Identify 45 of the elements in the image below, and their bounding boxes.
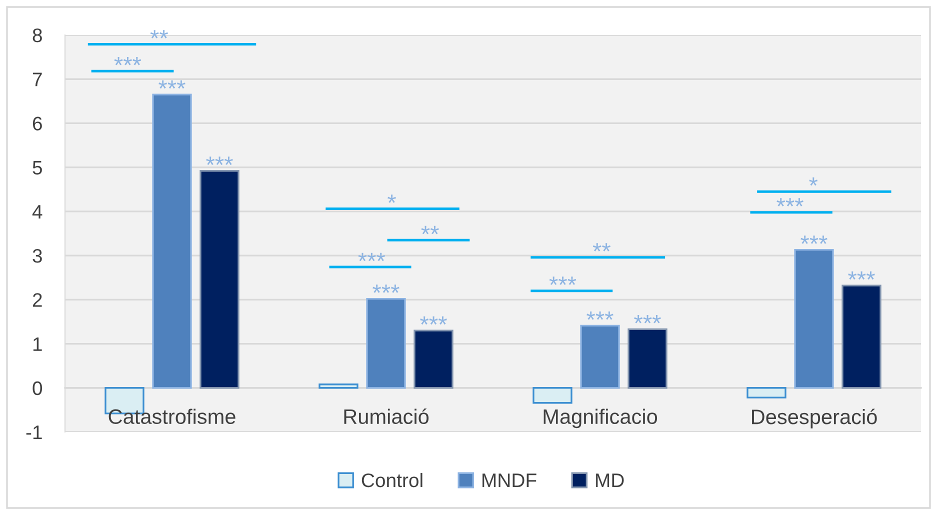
annotation: *	[809, 177, 818, 186]
data-label: ***	[848, 271, 875, 280]
y-tick-label: 5	[32, 161, 42, 175]
bar	[200, 170, 240, 389]
annotation: ***	[358, 252, 386, 262]
y-tick-label: 4	[32, 205, 42, 218]
annotation: **	[150, 30, 168, 38]
bar	[414, 330, 454, 389]
bar	[628, 328, 668, 389]
annotation: **	[592, 243, 611, 252]
x-tick-label: Magnificacio	[544, 408, 658, 428]
data-label: ***	[634, 315, 661, 324]
x-tick-label: Rumiació	[344, 408, 429, 424]
x-tick-label: Desesperació	[752, 408, 877, 428]
data-label: ***	[158, 80, 186, 89]
bar	[794, 248, 834, 389]
bar	[580, 324, 620, 389]
y-tick-label: 2	[32, 293, 42, 307]
data-label: ***	[800, 236, 828, 244]
y-tick-label: -1	[26, 426, 42, 440]
bar	[532, 387, 572, 404]
annotation: ***	[549, 276, 576, 285]
y-tick-label: 7	[32, 72, 42, 86]
data-label: ***	[586, 311, 614, 320]
legend-label: MD	[596, 474, 624, 488]
bar	[318, 384, 358, 389]
y-tick-label: 3	[32, 249, 42, 263]
bar	[152, 94, 192, 389]
legend-label: Control	[362, 472, 422, 488]
bar	[366, 298, 406, 389]
legend-label: MNDF	[482, 474, 536, 488]
data-label: ***	[372, 284, 400, 293]
annotation: **	[421, 226, 439, 234]
y-tick-label: 0	[32, 381, 42, 396]
bar	[746, 387, 786, 398]
data-label: ***	[420, 316, 447, 325]
y-tick-label: 1	[33, 337, 42, 351]
annotation: ***	[776, 198, 804, 206]
data-label: ***	[206, 156, 233, 165]
y-tick-label: 6	[32, 116, 42, 130]
annotation: ***	[114, 56, 142, 66]
y-tick-label: 8	[32, 28, 42, 42]
annotation: *	[388, 194, 396, 203]
bar	[842, 284, 882, 389]
x-tick-label: Catastrofisme	[108, 408, 236, 424]
